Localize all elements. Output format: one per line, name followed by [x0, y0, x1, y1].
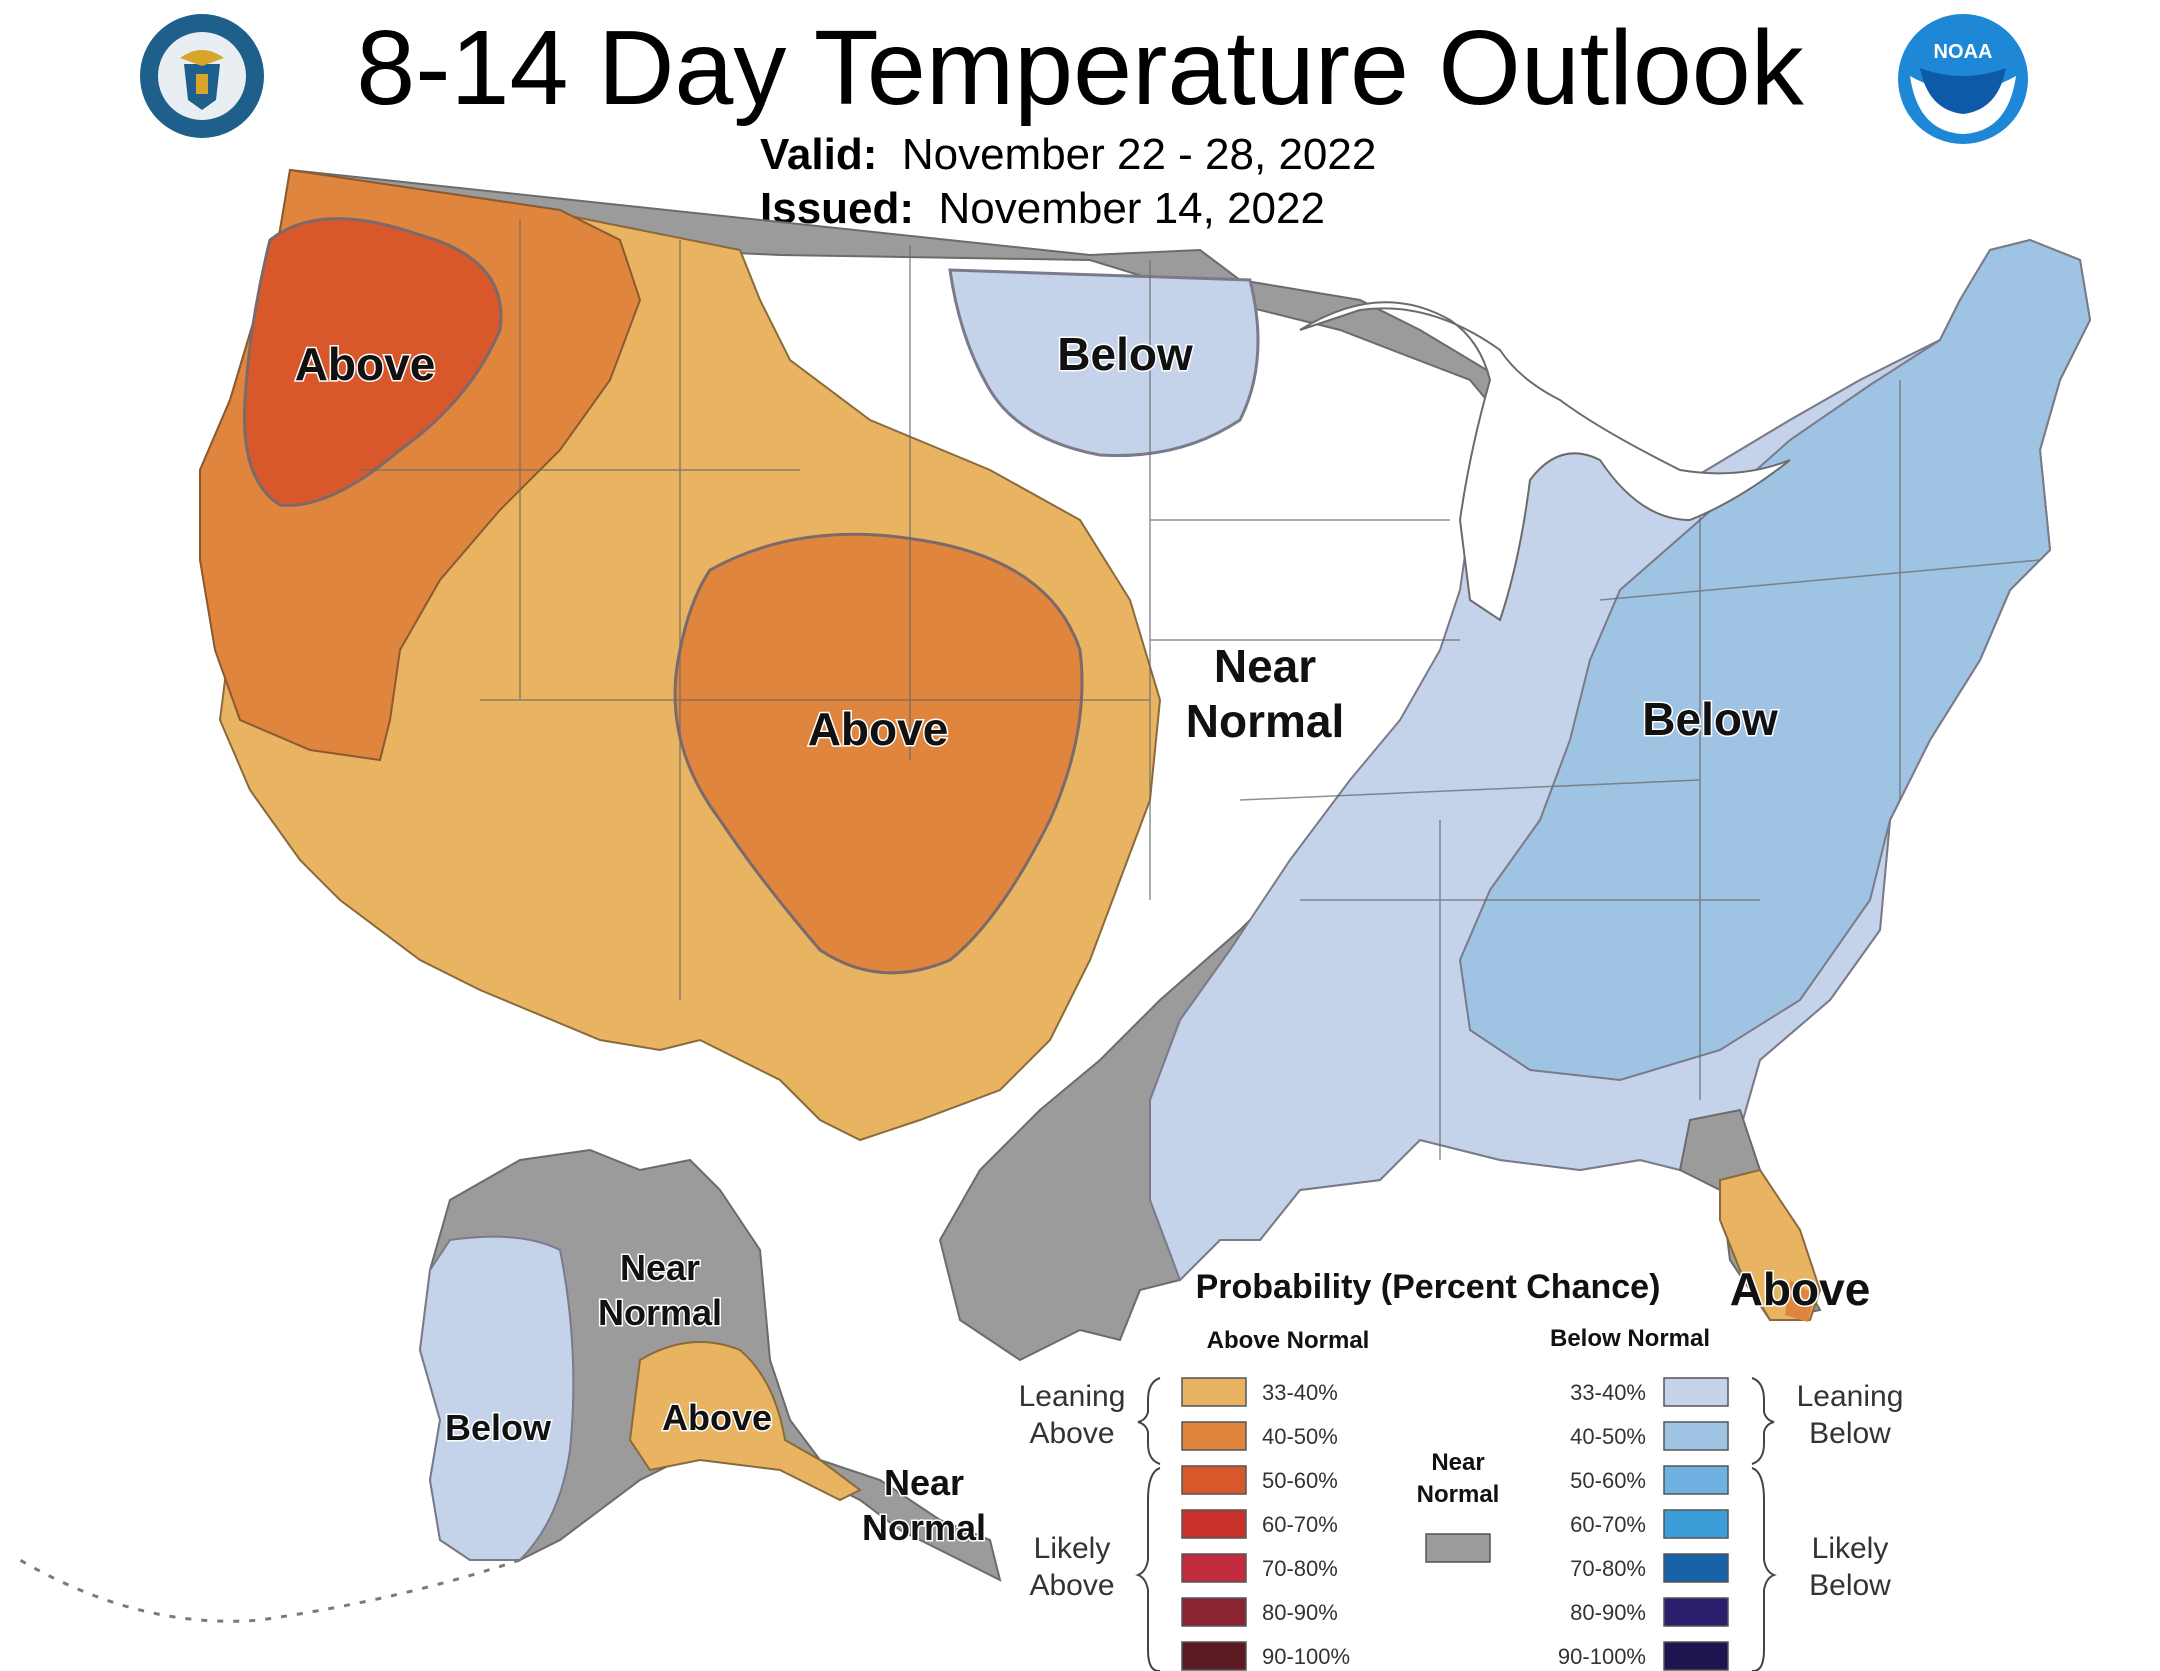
legend-leaning-above-2: Above: [1029, 1417, 1114, 1450]
valid-line: Valid: November 22 - 28, 2022: [760, 128, 1376, 182]
legend-above-swatch-3: [1181, 1509, 1247, 1539]
legend-below-range-1: 40-50%: [1570, 1424, 1646, 1449]
label-north-plains-below: Below: [1057, 328, 1193, 380]
legend-above-range-0: 33-40%: [1262, 1380, 1338, 1405]
label-east-below: Below: [1642, 693, 1778, 745]
north-plains-below-area: [948, 268, 1260, 458]
northwest-above-50-60-area: [242, 217, 503, 507]
valid-issued-block: Valid: November 22 - 28, 2022 Issued: No…: [760, 128, 1376, 236]
legend-title: Probability (Percent Chance): [1196, 1268, 1661, 1306]
legend-likely-above-2: Above: [1029, 1569, 1114, 1602]
legend-below-range-6: 90-100%: [1558, 1644, 1646, 1669]
label-alaska-near: Near: [620, 1247, 700, 1288]
alaska-below-area: [418, 1235, 575, 1561]
legend-above-swatch-0: [1181, 1377, 1247, 1407]
svg-text:NOAA: NOAA: [1934, 41, 1993, 63]
legend-above-range-4: 70-80%: [1262, 1556, 1338, 1581]
legend-below-swatches: 33-40% 40-50% 50-60% 60-70% 70-80% 80-90% 90-1…: [1558, 1377, 1729, 1671]
legend-below-swatch-6: [1663, 1641, 1729, 1671]
issued-line: Issued: November 14, 2022: [760, 182, 1376, 236]
great-lakes: [1299, 301, 1791, 622]
label-alaska-below: Below: [445, 1407, 552, 1448]
alaska-above-area: [628, 1341, 862, 1502]
legend-below-range-5: 80-90%: [1570, 1600, 1646, 1625]
legend-near-swatch: [1425, 1533, 1491, 1563]
legend-below-swatch-0: [1663, 1377, 1729, 1407]
legend-below-header: Below Normal: [1550, 1325, 1710, 1352]
legend-above-range-5: 80-90%: [1262, 1600, 1338, 1625]
issued-date: November 14, 2022: [938, 184, 1325, 233]
legend-likely-above-1: Likely: [1034, 1532, 1111, 1565]
legend-below-range-0: 33-40%: [1570, 1380, 1646, 1405]
legend-below-swatch-1: [1663, 1421, 1729, 1451]
valid-label: Valid:: [760, 130, 878, 179]
state-boundaries: [360, 220, 2041, 1160]
legend-below-swatch-5: [1663, 1597, 1729, 1627]
label-alaska-normal: Normal: [598, 1292, 722, 1333]
legend-above-swatch-5: [1181, 1597, 1247, 1627]
label-florida-above: Above: [1730, 1263, 1871, 1315]
legend-below-swatch-3: [1663, 1509, 1729, 1539]
label-se-alaska-normal: Normal: [862, 1507, 986, 1548]
legend-likely-below-2: Below: [1809, 1569, 1891, 1602]
south-florida-above-40-50-area: [1785, 1280, 1815, 1322]
label-se-alaska-near: Near: [884, 1462, 964, 1503]
legend-brace-leaning-above: [1137, 1377, 1161, 1465]
label-central-normal: Normal: [1186, 695, 1344, 747]
legend-above-range-6: 90-100%: [1262, 1644, 1350, 1669]
noaa-logo: NOAA: [1898, 14, 2028, 144]
commerce-seal-logo: [140, 14, 264, 138]
legend-below-swatch-4: [1663, 1553, 1729, 1583]
legend-above-range-1: 40-50%: [1262, 1424, 1338, 1449]
legend-leaning-below-2: Below: [1809, 1417, 1891, 1450]
legend-above-range-3: 60-70%: [1262, 1512, 1338, 1537]
label-rockies-above: Above: [808, 703, 949, 755]
rockies-above-40-50-area: [673, 532, 1084, 975]
legend-above-header: Above Normal: [1207, 1327, 1370, 1354]
legend-likely-below-1: Likely: [1812, 1532, 1889, 1565]
legend-brace-likely-below: [1751, 1467, 1777, 1671]
legend-below-range-4: 70-80%: [1570, 1556, 1646, 1581]
label-central-near: Near: [1214, 640, 1316, 692]
legend-above-swatch-6: [1181, 1641, 1247, 1671]
legend-below-swatch-2: [1663, 1465, 1729, 1495]
legend-leaning-below-1: Leaning: [1797, 1380, 1904, 1413]
legend-above-swatch-4: [1181, 1553, 1247, 1583]
legend-above-swatch-2: [1181, 1465, 1247, 1495]
legend-above-range-2: 50-60%: [1262, 1468, 1338, 1493]
aleutian-islands: [19, 1558, 521, 1623]
label-alaska-above: Above: [662, 1397, 772, 1438]
legend-above-swatches: 33-40% 40-50% 50-60% 60-70% 70-80% 80-90% 90-1…: [1181, 1377, 1350, 1671]
legend-below-range-3: 60-70%: [1570, 1512, 1646, 1537]
legend: Probability (Percent Chance) Above Norma…: [1019, 1268, 1904, 1671]
legend-below-range-2: 50-60%: [1570, 1468, 1646, 1493]
legend-brace-likely-above: [1135, 1467, 1161, 1671]
legend-near-line1: Near: [1431, 1449, 1484, 1476]
valid-dates: November 22 - 28, 2022: [901, 130, 1377, 179]
east-below-40-50-area: [1458, 238, 2092, 1082]
page-title: 8-14 Day Temperature Outlook: [356, 9, 1804, 127]
legend-near-line2: Normal: [1417, 1481, 1500, 1508]
legend-above-swatch-1: [1181, 1421, 1247, 1451]
florida-above-area: [1719, 1168, 1822, 1321]
label-northwest-above: Above: [295, 338, 436, 390]
legend-brace-leaning-below: [1751, 1377, 1775, 1465]
legend-leaning-above-1: Leaning: [1019, 1380, 1126, 1413]
